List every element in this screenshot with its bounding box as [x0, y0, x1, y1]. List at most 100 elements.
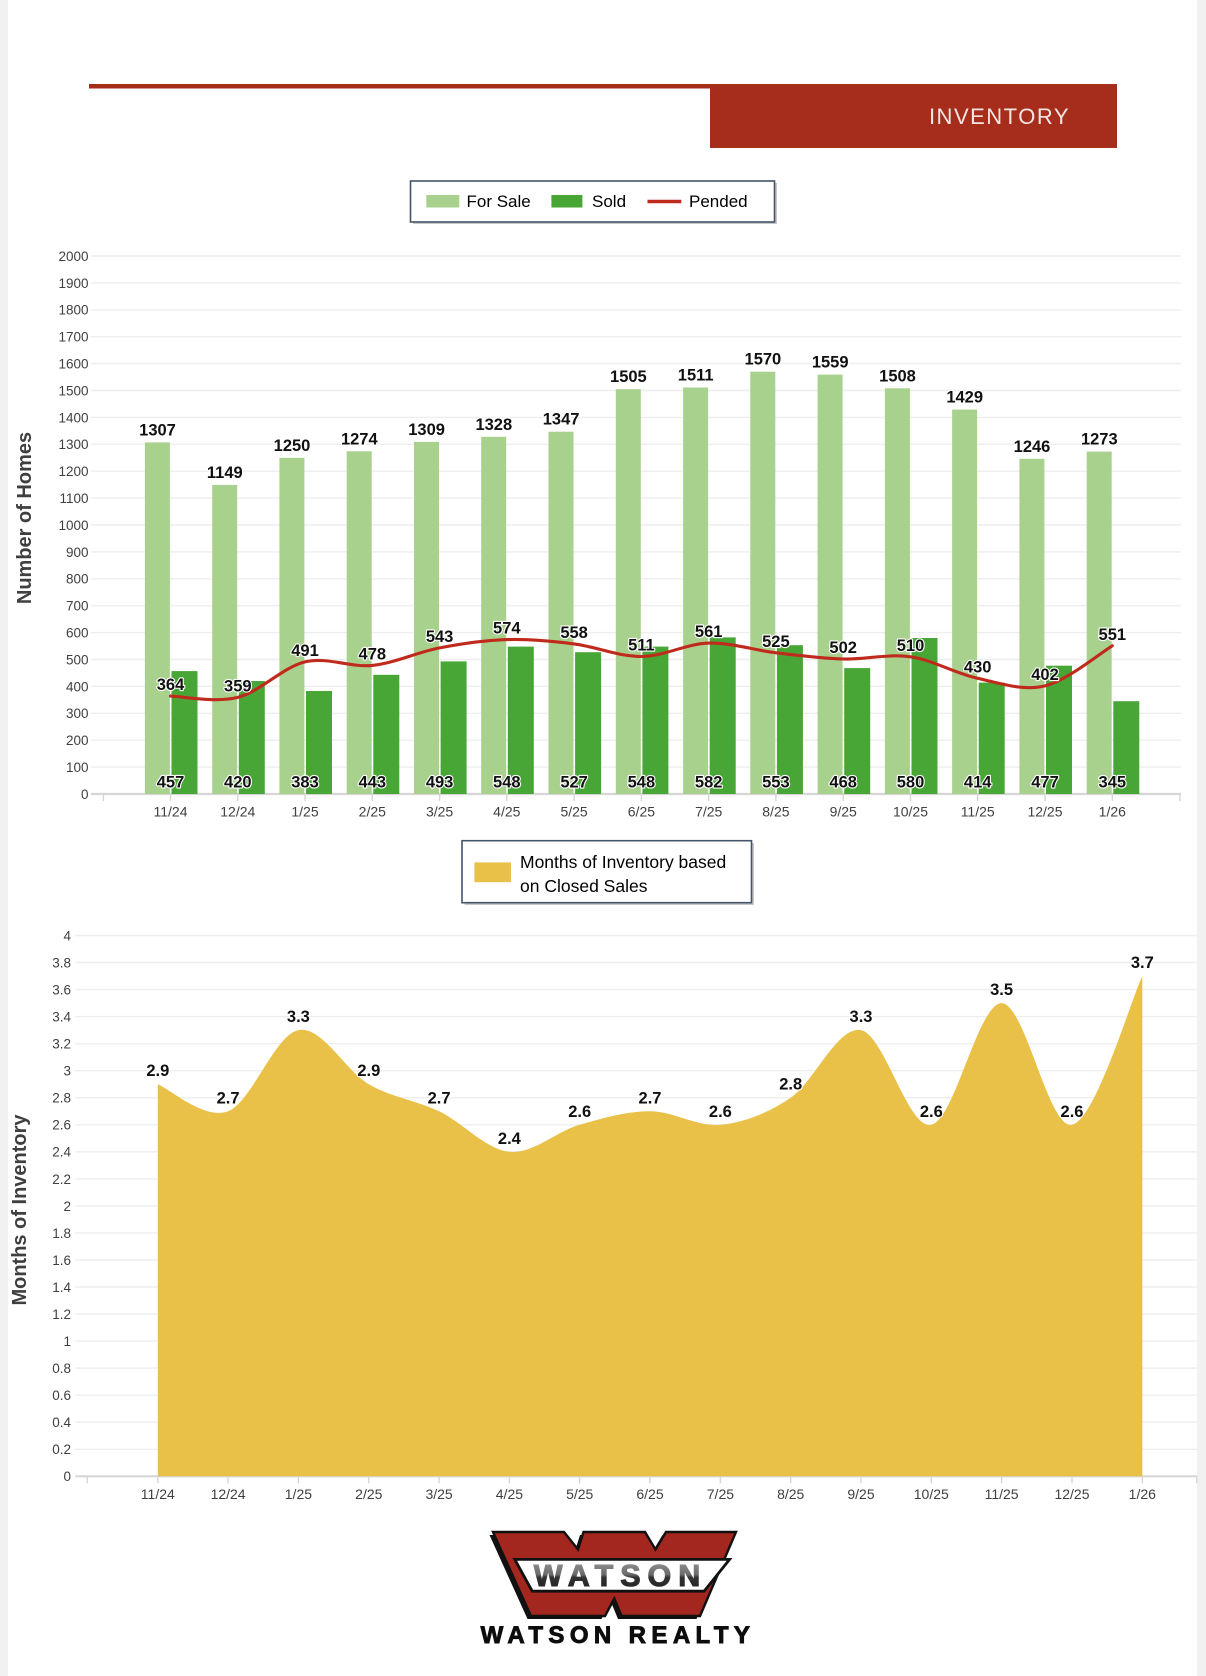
svg-text:3.8: 3.8	[52, 955, 71, 970]
svg-text:11/24: 11/24	[154, 804, 188, 820]
svg-text:574: 574	[493, 620, 521, 638]
svg-text:12/25: 12/25	[1054, 1486, 1089, 1502]
svg-text:2.2: 2.2	[52, 1172, 71, 1187]
svg-text:2.9: 2.9	[357, 1062, 380, 1080]
svg-text:3.3: 3.3	[850, 1008, 873, 1026]
svg-text:2.7: 2.7	[428, 1089, 451, 1107]
svg-text:Months of Inventory based: Months of Inventory based	[520, 852, 726, 872]
svg-text:2.6: 2.6	[568, 1103, 591, 1121]
svg-text:502: 502	[829, 639, 857, 657]
svg-text:2.8: 2.8	[779, 1076, 802, 1094]
svg-text:1100: 1100	[59, 491, 88, 506]
svg-text:383: 383	[291, 774, 319, 792]
svg-text:1/25: 1/25	[291, 804, 318, 820]
svg-text:700: 700	[66, 599, 89, 614]
svg-text:100: 100	[66, 760, 89, 775]
svg-text:1700: 1700	[58, 330, 88, 345]
svg-text:600: 600	[66, 626, 89, 641]
svg-text:11/25: 11/25	[961, 804, 995, 820]
svg-text:0.2: 0.2	[52, 1442, 71, 1457]
svg-text:9/25: 9/25	[830, 804, 857, 820]
svg-text:7/25: 7/25	[695, 804, 722, 820]
svg-text:468: 468	[829, 774, 857, 792]
svg-text:on Closed Sales: on Closed Sales	[520, 876, 648, 896]
svg-text:402: 402	[1031, 666, 1059, 684]
svg-text:5/25: 5/25	[566, 1486, 593, 1502]
svg-text:561: 561	[695, 623, 723, 641]
svg-text:1246: 1246	[1014, 438, 1051, 456]
svg-text:Pended: Pended	[689, 192, 748, 211]
svg-text:400: 400	[66, 679, 89, 694]
svg-text:345: 345	[1099, 774, 1127, 792]
svg-text:364: 364	[157, 676, 185, 694]
svg-text:1274: 1274	[341, 430, 379, 448]
svg-text:1505: 1505	[610, 368, 647, 386]
svg-text:INVENTORY: INVENTORY	[929, 104, 1070, 129]
svg-text:2.6: 2.6	[1061, 1103, 1084, 1121]
svg-text:0.8: 0.8	[52, 1361, 71, 1376]
svg-text:11/24: 11/24	[141, 1486, 175, 1502]
svg-text:1900: 1900	[58, 276, 88, 291]
svg-text:8/25: 8/25	[762, 804, 789, 820]
svg-text:1200: 1200	[58, 464, 88, 479]
svg-text:478: 478	[359, 645, 387, 663]
svg-text:WATSON: WATSON	[534, 1559, 708, 1593]
svg-text:For Sale: For Sale	[467, 192, 531, 211]
svg-text:1250: 1250	[274, 437, 311, 455]
svg-text:7/25: 7/25	[707, 1486, 734, 1502]
svg-text:548: 548	[628, 774, 656, 792]
svg-text:2.7: 2.7	[639, 1089, 662, 1107]
svg-text:Number of Homes: Number of Homes	[14, 432, 36, 604]
svg-text:3.3: 3.3	[287, 1008, 310, 1026]
svg-text:1559: 1559	[812, 354, 849, 372]
svg-text:3.5: 3.5	[990, 981, 1013, 999]
svg-text:527: 527	[560, 774, 588, 792]
svg-text:1/26: 1/26	[1099, 804, 1126, 820]
svg-text:8/25: 8/25	[777, 1486, 804, 1502]
svg-text:3/25: 3/25	[426, 804, 453, 820]
svg-text:1/26: 1/26	[1129, 1486, 1156, 1502]
svg-text:1570: 1570	[745, 351, 782, 369]
svg-text:5/25: 5/25	[560, 804, 587, 820]
svg-text:9/25: 9/25	[847, 1486, 874, 1502]
svg-text:1511: 1511	[678, 367, 714, 385]
svg-text:1508: 1508	[879, 367, 916, 385]
svg-text:558: 558	[560, 624, 588, 642]
svg-text:0.4: 0.4	[52, 1415, 71, 1430]
svg-text:3.7: 3.7	[1131, 954, 1154, 972]
svg-text:12/24: 12/24	[220, 804, 255, 820]
svg-text:200: 200	[66, 733, 89, 748]
svg-text:3.6: 3.6	[52, 983, 71, 998]
svg-text:1: 1	[63, 1334, 71, 1349]
svg-text:6/25: 6/25	[628, 804, 655, 820]
svg-text:491: 491	[291, 642, 319, 660]
svg-text:6/25: 6/25	[636, 1486, 663, 1502]
svg-text:1.2: 1.2	[52, 1307, 71, 1322]
svg-text:1429: 1429	[946, 389, 983, 407]
svg-text:1000: 1000	[58, 518, 88, 533]
svg-text:3: 3	[63, 1064, 71, 1079]
svg-text:553: 553	[762, 774, 790, 792]
svg-text:1347: 1347	[543, 411, 580, 429]
svg-text:2.6: 2.6	[52, 1118, 71, 1133]
svg-text:4/25: 4/25	[496, 1486, 523, 1502]
svg-text:1328: 1328	[475, 416, 512, 434]
svg-text:580: 580	[897, 774, 925, 792]
svg-text:1/25: 1/25	[285, 1486, 312, 1502]
svg-text:12/25: 12/25	[1027, 804, 1062, 820]
svg-text:443: 443	[359, 774, 387, 792]
svg-text:2000: 2000	[58, 249, 88, 264]
svg-text:548: 548	[493, 774, 521, 792]
svg-text:582: 582	[695, 774, 723, 792]
svg-text:0: 0	[81, 787, 89, 802]
svg-text:420: 420	[224, 774, 252, 792]
svg-text:10/25: 10/25	[893, 804, 928, 820]
svg-text:1.4: 1.4	[52, 1280, 71, 1295]
svg-text:1400: 1400	[58, 410, 88, 425]
svg-text:511: 511	[628, 637, 655, 655]
svg-text:0.6: 0.6	[52, 1388, 71, 1403]
svg-text:2.9: 2.9	[146, 1062, 169, 1080]
svg-text:477: 477	[1031, 774, 1059, 792]
svg-text:1149: 1149	[207, 464, 243, 482]
svg-text:500: 500	[66, 652, 89, 667]
